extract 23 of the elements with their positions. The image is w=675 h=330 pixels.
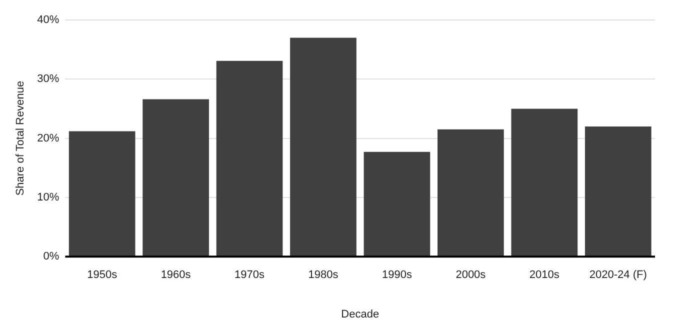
bar xyxy=(511,108,578,256)
y-axis-title: Share of Total Revenue xyxy=(14,80,27,196)
x-tick-label: 1950s xyxy=(87,269,118,282)
x-tick-label: 1970s xyxy=(234,269,265,282)
bar xyxy=(438,129,504,256)
bar xyxy=(68,131,136,256)
y-tick-label: 30% xyxy=(37,73,60,86)
bar xyxy=(584,126,652,256)
y-tick-label: 20% xyxy=(37,132,60,144)
x-tick-label: 2000s xyxy=(456,269,486,282)
x-axis-title: Decade xyxy=(341,308,380,320)
bar xyxy=(290,38,356,256)
bar xyxy=(364,152,430,256)
bar xyxy=(216,60,283,256)
y-tick-label: 40% xyxy=(37,14,60,26)
x-tick-label: 1960s xyxy=(160,269,192,282)
x-tick-label: 2010s xyxy=(529,269,560,282)
x-tick-label: 2020-24 (F) xyxy=(589,269,647,282)
y-tick-label: 0% xyxy=(43,250,60,263)
x-tick-label: 1980s xyxy=(308,269,339,282)
y-tick-label: 10% xyxy=(37,191,60,204)
x-tick-label: 1990s xyxy=(382,269,412,282)
bar xyxy=(142,99,209,256)
